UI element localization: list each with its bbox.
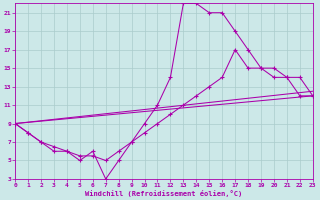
X-axis label: Windchill (Refroidissement éolien,°C): Windchill (Refroidissement éolien,°C)	[85, 190, 243, 197]
